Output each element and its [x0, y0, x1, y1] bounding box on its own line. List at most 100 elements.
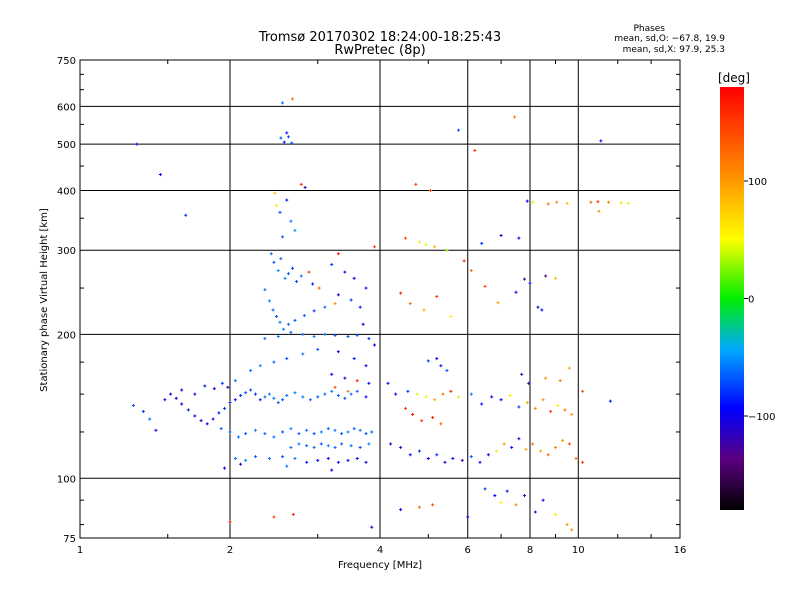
data-point [180, 388, 184, 392]
data-point [490, 395, 494, 399]
data-point [389, 442, 393, 446]
data-point [289, 445, 293, 449]
data-point [303, 185, 307, 189]
data-point [558, 379, 562, 383]
data-point [333, 333, 337, 337]
data-point [399, 445, 403, 449]
x-tick-label: 4 [377, 545, 383, 556]
data-point [285, 198, 289, 202]
data-point [223, 406, 227, 410]
data-point [424, 243, 428, 247]
data-point [336, 293, 340, 297]
data-point [370, 430, 374, 434]
data-point [316, 347, 320, 351]
y-tick-label: 300 [57, 246, 76, 257]
data-point [597, 209, 601, 213]
data-point [394, 392, 398, 396]
grid-lines [80, 60, 680, 538]
data-point [540, 308, 544, 312]
data-point [433, 398, 437, 402]
plot-frame [79, 59, 681, 539]
data-point [244, 432, 248, 436]
data-point [278, 320, 282, 324]
data-point [570, 528, 574, 532]
data-point [553, 512, 557, 516]
data-point [533, 510, 537, 514]
data-point [141, 409, 145, 413]
data-point [399, 508, 403, 512]
data-point [349, 392, 353, 396]
stats-x-line: mean, sd,X: 97.9, 25.3 [623, 45, 725, 55]
data-point [355, 456, 359, 460]
data-point [555, 200, 559, 204]
data-point [533, 406, 537, 410]
data-point [180, 402, 184, 406]
data-point [285, 464, 289, 468]
data-point [299, 274, 303, 278]
stats-o-line: mean, sd,O: −67.8, 19.9 [614, 34, 725, 44]
data-point [312, 445, 316, 449]
data-point [420, 419, 424, 423]
data-point [563, 408, 567, 412]
data-point [510, 445, 514, 449]
data-point [435, 295, 439, 299]
data-point [349, 444, 353, 448]
data-point [403, 236, 407, 240]
data-point [330, 389, 334, 393]
data-point [581, 389, 585, 393]
data-point [462, 259, 466, 263]
data-point [269, 252, 273, 256]
data-point [422, 308, 426, 312]
data-point [199, 419, 203, 423]
data-point [289, 219, 293, 223]
data-point [319, 430, 323, 434]
data-point [596, 200, 600, 204]
data-point [336, 460, 340, 464]
data-point [406, 389, 410, 393]
data-point [457, 395, 461, 399]
data-point [364, 432, 368, 436]
data-point [370, 525, 374, 529]
data-point [217, 411, 221, 415]
data-point [289, 427, 293, 431]
data-point [483, 284, 487, 288]
y-tick-label: 100 [57, 474, 76, 485]
data-point [285, 393, 289, 397]
data-point [263, 337, 267, 341]
data-point [286, 272, 290, 276]
data-point [435, 453, 439, 457]
data-point [305, 428, 309, 432]
data-point [426, 359, 430, 363]
data-point [439, 422, 443, 426]
data-point [340, 442, 344, 446]
data-point [466, 515, 470, 519]
data-point [480, 402, 484, 406]
data-point [352, 276, 356, 280]
data-point [439, 364, 443, 368]
data-point [469, 269, 473, 273]
data-point [441, 392, 445, 396]
data-point [281, 455, 285, 459]
data-point [414, 182, 418, 186]
data-point [271, 308, 275, 312]
data-point [336, 350, 340, 354]
x-tick-label: 10 [572, 545, 585, 556]
data-point [336, 252, 340, 256]
data-point [433, 245, 437, 249]
data-point [193, 392, 197, 396]
data-point [333, 302, 337, 306]
data-point [295, 280, 299, 284]
data-point [411, 412, 415, 416]
data-point [244, 391, 248, 395]
data-point [373, 245, 377, 249]
data-point [499, 500, 503, 504]
data-point [523, 494, 527, 498]
data-point [343, 396, 347, 400]
data-point [301, 332, 305, 336]
data-point [276, 334, 280, 338]
data-point [364, 286, 368, 290]
data-point [330, 263, 334, 267]
data-point [473, 148, 477, 152]
data-point [212, 387, 216, 391]
data-point [435, 357, 439, 361]
